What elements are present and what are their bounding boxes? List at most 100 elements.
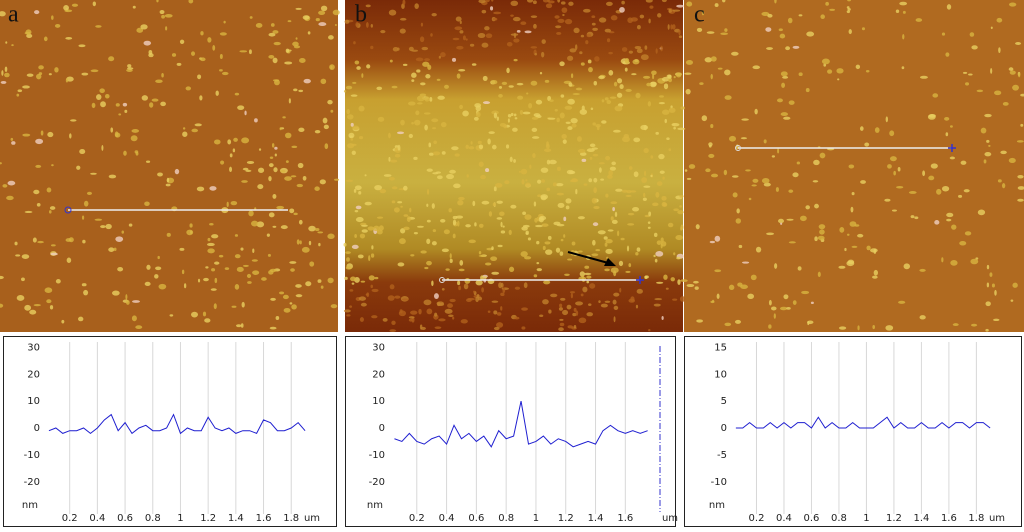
speckle — [188, 0, 194, 4]
speckle — [254, 118, 258, 123]
speckle — [485, 168, 490, 173]
speckle — [655, 48, 658, 54]
speckle — [136, 27, 144, 33]
speckle — [118, 113, 122, 116]
speckle — [399, 309, 403, 314]
speckle — [964, 231, 972, 236]
speckle — [438, 55, 441, 59]
speckle — [586, 275, 592, 279]
speckle — [847, 0, 851, 2]
speckle — [234, 234, 239, 237]
speckle — [567, 98, 575, 105]
x-tick-label: 0.2 — [749, 513, 765, 524]
speckle — [433, 293, 439, 300]
speckle — [560, 1, 566, 5]
speckle — [219, 54, 223, 59]
speckle — [679, 205, 682, 208]
y-tick-label: -5 — [717, 450, 727, 461]
speckle — [625, 88, 632, 92]
speckle — [318, 10, 326, 16]
speckle — [598, 300, 601, 304]
speckle — [851, 192, 855, 196]
speckle — [460, 319, 468, 324]
speckle — [35, 164, 42, 168]
speckle — [280, 225, 288, 230]
speckle — [571, 241, 576, 246]
speckle — [614, 105, 623, 112]
speckle — [600, 303, 608, 308]
speckle — [481, 200, 490, 205]
speckle — [676, 4, 685, 8]
speckle — [449, 169, 456, 174]
speckle — [545, 3, 553, 9]
speckle — [358, 105, 365, 112]
speckle — [988, 144, 991, 147]
x-tick-label: 0.6 — [804, 513, 820, 524]
speckle — [901, 66, 905, 70]
speckle — [37, 240, 44, 244]
speckle — [654, 258, 658, 263]
speckle — [513, 38, 520, 43]
speckle — [522, 211, 527, 215]
speckle — [609, 96, 617, 99]
speckle — [355, 205, 362, 210]
speckle — [570, 117, 578, 124]
speckle — [131, 129, 140, 133]
speckle — [581, 105, 585, 111]
speckle — [837, 78, 840, 81]
speckle — [420, 82, 426, 86]
speckle — [662, 176, 665, 180]
speckle — [77, 316, 84, 322]
speckle — [628, 50, 633, 54]
speckle — [751, 184, 757, 187]
speckle — [474, 222, 477, 227]
speckle — [111, 290, 120, 296]
x-tick-label: 0.8 — [498, 513, 514, 524]
chart-frame — [3, 336, 337, 527]
speckle — [656, 240, 662, 245]
speckle — [499, 123, 507, 127]
speckle — [897, 166, 901, 172]
speckle — [724, 322, 732, 327]
speckle — [655, 251, 664, 257]
x-tick-label: 0.8 — [831, 513, 847, 524]
speckle — [714, 235, 721, 242]
speckle — [500, 230, 506, 234]
speckle — [774, 263, 778, 269]
speckle — [389, 284, 395, 290]
speckle — [44, 287, 53, 293]
speckle — [144, 201, 150, 207]
speckle — [115, 236, 124, 242]
speckle — [324, 143, 329, 150]
speckle — [559, 61, 565, 67]
speckle — [482, 101, 491, 105]
speckle — [559, 322, 565, 327]
speckle — [754, 108, 758, 115]
x-tick-label: 1.2 — [886, 513, 902, 524]
speckle — [745, 169, 751, 172]
speckle — [426, 308, 433, 315]
speckle — [922, 170, 926, 177]
speckle — [559, 318, 564, 321]
speckle — [737, 282, 743, 287]
panel-label: a — [8, 2, 19, 28]
speckle — [291, 304, 297, 310]
speckle — [581, 275, 584, 281]
speckle — [605, 1, 613, 6]
chart-frame — [684, 336, 1022, 527]
speckle — [477, 296, 483, 301]
speckle — [296, 183, 304, 188]
speckle — [434, 312, 438, 317]
speckle — [679, 296, 686, 302]
speckle — [767, 13, 773, 18]
speckle — [704, 57, 713, 63]
speckle — [269, 156, 274, 160]
profile-start — [735, 145, 741, 151]
speckle — [457, 200, 464, 206]
speckle — [426, 238, 431, 245]
speckle — [763, 182, 771, 187]
speckle — [708, 144, 712, 148]
speckle — [104, 93, 110, 99]
speckle — [256, 221, 265, 228]
speckle — [38, 65, 44, 70]
